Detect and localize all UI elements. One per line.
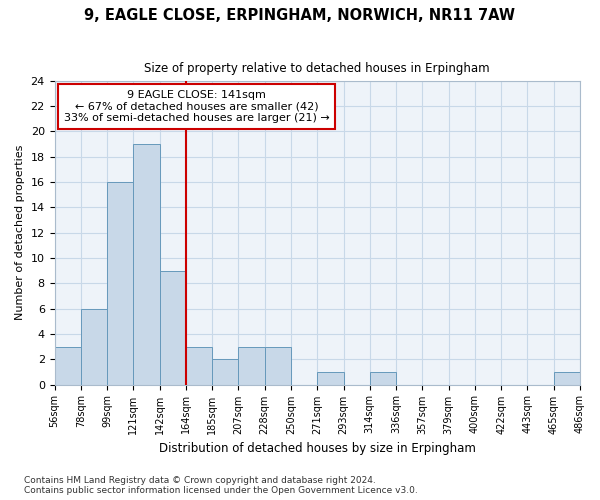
Bar — [238, 346, 265, 385]
Bar — [212, 360, 238, 384]
Bar — [265, 346, 291, 385]
Title: Size of property relative to detached houses in Erpingham: Size of property relative to detached ho… — [145, 62, 490, 76]
X-axis label: Distribution of detached houses by size in Erpingham: Distribution of detached houses by size … — [159, 442, 476, 455]
Bar — [133, 144, 160, 384]
Bar — [55, 346, 81, 385]
Text: 9 EAGLE CLOSE: 141sqm
← 67% of detached houses are smaller (42)
33% of semi-deta: 9 EAGLE CLOSE: 141sqm ← 67% of detached … — [64, 90, 329, 123]
Bar — [160, 270, 186, 384]
Bar — [554, 372, 580, 384]
Bar — [370, 372, 396, 384]
Bar — [81, 308, 107, 384]
Text: Contains HM Land Registry data © Crown copyright and database right 2024.
Contai: Contains HM Land Registry data © Crown c… — [24, 476, 418, 495]
Bar — [186, 346, 212, 385]
Bar — [107, 182, 133, 384]
Bar — [317, 372, 344, 384]
Text: 9, EAGLE CLOSE, ERPINGHAM, NORWICH, NR11 7AW: 9, EAGLE CLOSE, ERPINGHAM, NORWICH, NR11… — [85, 8, 515, 22]
Y-axis label: Number of detached properties: Number of detached properties — [15, 145, 25, 320]
